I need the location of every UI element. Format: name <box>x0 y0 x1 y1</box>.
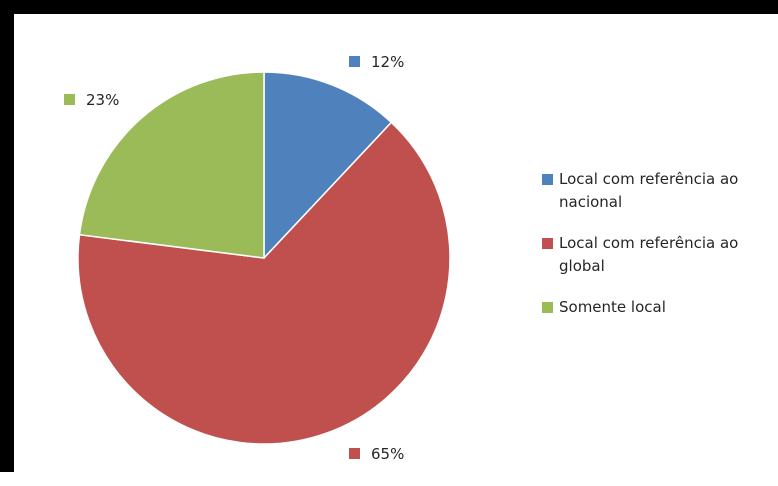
legend-label-somente-local: Somente local <box>559 298 666 316</box>
legend-label-local-nacional: Local com referência ao nacional <box>559 170 739 211</box>
chart-frame: 12% 65% 23% Local com referência ao nacion… <box>0 0 778 472</box>
data-label-marker-local-global <box>349 448 360 459</box>
legend-swatch-local-nacional <box>542 174 553 185</box>
legend-swatch-somente-local <box>542 302 553 313</box>
data-label-marker-local-nacional <box>349 56 360 67</box>
legend-item-somente-local: Somente local <box>542 296 778 319</box>
data-label-local-nacional: 12% <box>371 53 404 71</box>
data-label-local-global: 65% <box>371 445 404 463</box>
legend-item-local-global: Local com referência ao global <box>542 232 778 278</box>
legend: Local com referência ao nacional Local c… <box>542 168 778 337</box>
legend-swatch-local-global <box>542 238 553 249</box>
pie-chart: 12% 65% 23% <box>64 53 451 463</box>
legend-label-local-global: Local com referência ao global <box>559 234 739 275</box>
data-label-marker-somente-local <box>64 94 75 105</box>
legend-item-local-nacional: Local com referência ao nacional <box>542 168 778 214</box>
pie-slice-local-global <box>77 121 451 445</box>
pie-slice-somente-local <box>78 71 265 259</box>
data-label-somente-local: 23% <box>86 91 119 109</box>
pie-slice-local-nacional <box>263 71 393 260</box>
